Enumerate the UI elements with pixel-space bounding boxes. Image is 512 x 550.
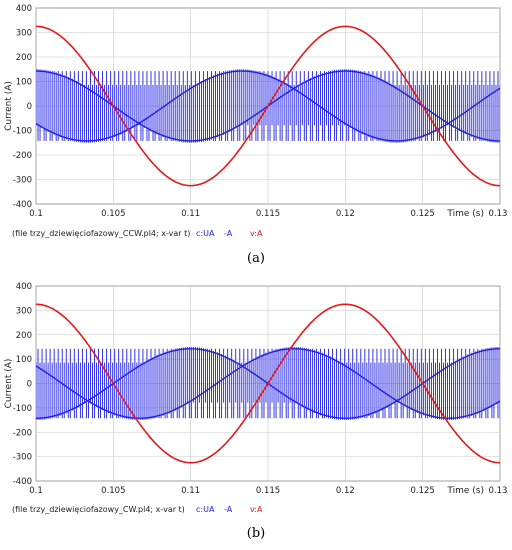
y-tick-label: 0	[27, 380, 32, 390]
y-axis-label: Current (A)	[4, 81, 14, 131]
x-axis-label: Time (s)	[446, 209, 484, 219]
y-tick-label: 400	[16, 4, 32, 14]
x-tick-label: 0.125	[410, 486, 434, 496]
legend-item: c:UA	[196, 229, 215, 238]
y-tick-label: 0	[27, 102, 32, 112]
y-tick-label: 200	[16, 331, 32, 341]
x-tick-label: 0.105	[101, 486, 125, 496]
x-tick-label: 0.13	[489, 486, 508, 496]
current-switching-trace	[36, 346, 500, 421]
legend-item: v:A	[250, 229, 263, 238]
legend-item: v:A	[250, 505, 263, 514]
x-axis-label: Time (s)	[446, 486, 484, 496]
panel-caption: (b)	[247, 526, 265, 541]
y-tick-label: -100	[13, 404, 32, 414]
current-envelope-line	[36, 348, 500, 419]
x-tick-label: 0.12	[336, 209, 355, 219]
x-tick-label: 0.11	[181, 209, 200, 219]
y-tick-label: -300	[13, 453, 32, 463]
y-tick-label: 100	[16, 78, 32, 88]
x-tick-label: 0.1	[29, 486, 43, 496]
x-tick-label: 0.115	[256, 486, 280, 496]
legend: (file trzy_dziewięciofazowy_CW.pl4; x-va…	[12, 505, 263, 514]
current-envelope-line	[36, 70, 500, 142]
y-axis-label: Current (A)	[4, 359, 14, 409]
x-tick-label: 0.1	[29, 209, 43, 219]
current-switching-trace	[36, 69, 500, 143]
legend: (file trzy_dziewięciofazowy_CCW.pl4; x-v…	[12, 229, 263, 238]
x-tick-label: 0.125	[410, 209, 434, 219]
voltage-series-line	[36, 25, 500, 187]
y-tick-label: 300	[16, 29, 32, 39]
y-tick-label: 400	[16, 282, 32, 292]
voltage-series-line	[36, 303, 500, 464]
legend-item: c:UA	[196, 505, 215, 514]
legend-file-label: (file trzy_dziewięciofazowy_CCW.pl4; x-v…	[12, 229, 190, 238]
legend-item: -A	[224, 229, 233, 238]
x-tick-label: 0.13	[489, 209, 508, 219]
y-tick-label: -400	[13, 477, 32, 487]
y-tick-label: -300	[13, 176, 32, 186]
y-tick-label: 300	[16, 306, 32, 316]
y-tick-label: 200	[16, 53, 32, 63]
y-tick-label: -200	[13, 428, 32, 438]
legend-file-label: (file trzy_dziewięciofazowy_CW.pl4; x-va…	[12, 505, 185, 514]
y-tick-label: 100	[16, 355, 32, 365]
y-tick-label: -100	[13, 127, 32, 137]
panel-caption: (a)	[247, 251, 265, 266]
x-tick-label: 0.12	[336, 486, 355, 496]
x-tick-label: 0.11	[181, 486, 200, 496]
x-tick-label: 0.115	[256, 209, 280, 219]
y-tick-label: -400	[13, 200, 32, 210]
x-tick-label: 0.105	[101, 209, 125, 219]
y-tick-label: -200	[13, 151, 32, 161]
legend-item: -A	[224, 505, 233, 514]
